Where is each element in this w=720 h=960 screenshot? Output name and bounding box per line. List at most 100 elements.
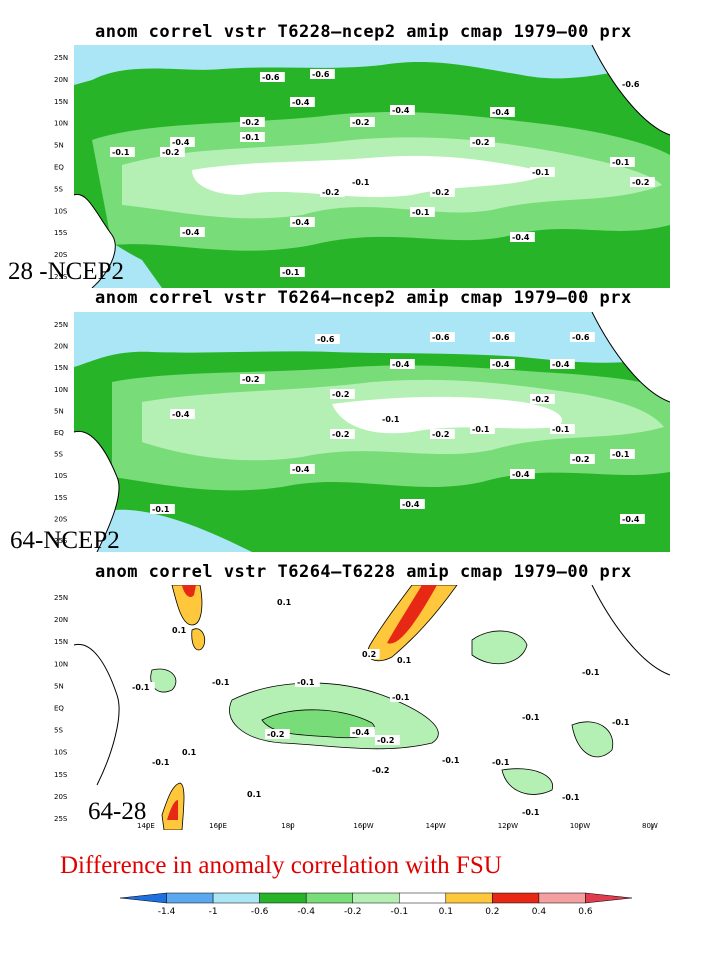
contour-label: -0.6 xyxy=(312,70,330,79)
lat-tick-label: EQ xyxy=(54,429,64,437)
contour-label-bg xyxy=(240,374,265,384)
land-maritime xyxy=(74,194,116,288)
contour-label: -0.4 xyxy=(172,410,190,419)
contour-label: -0.1 xyxy=(612,450,630,459)
panel-2-title: anom correl vstr T6264–ncep2 amip cmap 1… xyxy=(95,288,632,308)
contour-label: -0.1 xyxy=(152,758,170,767)
contour-label-bg xyxy=(610,449,635,459)
lat-tick-label: 10N xyxy=(54,660,68,668)
lon-tick-label: 140E xyxy=(137,822,155,830)
field-pale-green xyxy=(150,668,177,693)
colorbar-label: 0.4 xyxy=(532,907,547,917)
lat-tick-label: 25N xyxy=(54,594,68,602)
colorbar-label: -1.4 xyxy=(158,907,176,917)
contour-label-bg xyxy=(350,727,375,737)
contour-label-bg xyxy=(490,332,515,342)
lat-tick-label: 15N xyxy=(54,364,68,372)
coastline-maritime xyxy=(73,193,116,288)
contour-label: -0.4 xyxy=(172,138,190,147)
colorbar-labels: -1.4 -1 -0.6 -0.4 -0.2 -0.1 0.1 0.2 0.4 0.6 xyxy=(158,907,593,917)
lat-tick-label: 10S xyxy=(54,207,68,215)
contour-label: -0.2 xyxy=(632,178,650,187)
contour-label: -0.6 xyxy=(317,335,335,344)
colorbar-swatch xyxy=(259,892,307,904)
contour-label-bg xyxy=(490,359,515,369)
figure-caption: Difference in anomaly correlation with F… xyxy=(60,852,502,879)
contour-label: -0.1 xyxy=(612,718,630,727)
contour-label: -0.2 xyxy=(352,118,370,127)
contour-label: -0.6 xyxy=(262,73,280,82)
contour-label: -0.1 xyxy=(582,668,600,677)
contour-label: -0.1 xyxy=(612,158,630,167)
contour-label: -0.4 xyxy=(292,218,310,227)
panel-2-label: 64-NCEP2 xyxy=(10,527,120,554)
colorbar-swatch xyxy=(399,892,447,904)
contour-label: -0.1 xyxy=(297,678,315,687)
contour-label: -0.1 xyxy=(212,678,230,687)
lat-tick-label: 25S xyxy=(54,537,68,545)
field-red xyxy=(167,800,178,820)
lat-tick-label: 5N xyxy=(54,407,64,415)
contour-label: -0.6 xyxy=(622,80,640,89)
contour-label: -0.1 xyxy=(412,208,430,217)
colorbar: -1.4 -1 -0.6 -0.4 -0.2 -0.1 0.1 0.2 0.4 0.6 xyxy=(119,892,633,917)
colorbar-label: -0.6 xyxy=(251,907,269,917)
field-light-blue xyxy=(74,312,670,367)
contour-label-bg xyxy=(390,105,415,115)
contour-label-bg xyxy=(290,97,315,107)
colorbar-swatch xyxy=(119,892,167,904)
contour-label: -0.1 xyxy=(522,808,540,817)
colorbar-swatches xyxy=(119,892,633,904)
contour-label-group: 0.1 0.1 0.2 0.1 -0.1 -0.1 -0.1 -0.1 -0.1 -0.1 -0.1… xyxy=(130,597,635,817)
lat-tick-label: 5N xyxy=(54,142,64,150)
contour-label-bg xyxy=(260,72,285,82)
contour-label: 0.1 xyxy=(277,598,292,607)
coastline-maritime xyxy=(73,643,120,786)
contour-label-bg xyxy=(265,729,290,739)
lat-tick-label: 10N xyxy=(54,120,68,128)
colorbar-label: -0.2 xyxy=(344,907,362,917)
field-pale-green xyxy=(501,768,553,795)
contour-label: 0.1 xyxy=(182,748,197,757)
colorbar-label: 0.2 xyxy=(485,907,499,917)
contour-label-bg xyxy=(430,187,455,197)
contour-label: -0.2 xyxy=(267,730,285,739)
contour-label-bg xyxy=(170,625,190,635)
contour-label: -0.2 xyxy=(162,148,180,157)
contour-label: -0.2 xyxy=(532,395,550,404)
contour-label-bg xyxy=(530,167,555,177)
contour-label: -0.4 xyxy=(292,465,310,474)
contour-label: -0.1 xyxy=(132,683,150,692)
contour-label-bg xyxy=(430,429,455,439)
contour-label: -0.1 xyxy=(532,168,550,177)
contour-label-bg xyxy=(610,717,635,727)
contour-label: -0.4 xyxy=(182,228,200,237)
colorbar-swatch xyxy=(212,892,260,904)
contour-label: -0.1 xyxy=(472,425,490,434)
contour-label-bg xyxy=(110,147,135,157)
contour-label: -0.1 xyxy=(382,415,400,424)
panel-1-title: anom correl vstr T6228–ncep2 amip cmap 1… xyxy=(95,22,632,42)
contour-label-bg xyxy=(570,332,595,342)
land-americas xyxy=(592,45,670,135)
contour-label: -0.2 xyxy=(372,766,390,775)
contour-label-bg xyxy=(440,755,465,765)
contour-label-bg xyxy=(390,359,415,369)
contour-label: -0.1 xyxy=(242,133,260,142)
coastline-americas xyxy=(591,585,670,676)
contour-label-bg xyxy=(130,682,155,692)
lon-tick-label: 160E xyxy=(209,822,227,830)
contour-label: -0.1 xyxy=(552,425,570,434)
coastline-maritime xyxy=(73,430,120,552)
field-orange xyxy=(191,628,206,651)
contour-label: -0.4 xyxy=(292,98,310,107)
contour-label: -0.2 xyxy=(332,430,350,439)
lon-tick-label: 120W xyxy=(498,822,518,830)
colorbar-swatch xyxy=(585,892,633,904)
contour-label-bg xyxy=(550,359,575,369)
contour-label: -0.4 xyxy=(492,360,510,369)
lat-tick-label: EQ xyxy=(54,164,64,172)
lat-tick-label: 5S xyxy=(54,185,63,193)
contour-label-bg xyxy=(170,409,195,419)
